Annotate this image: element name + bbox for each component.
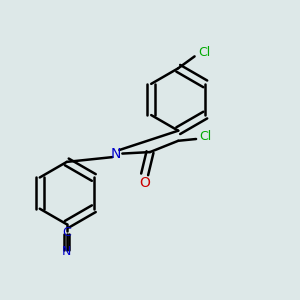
Text: Cl: Cl bbox=[199, 130, 211, 143]
Text: C: C bbox=[62, 226, 71, 239]
Text: N: N bbox=[62, 244, 71, 258]
Text: O: O bbox=[140, 176, 150, 190]
Text: N: N bbox=[111, 147, 121, 160]
Text: Cl: Cl bbox=[198, 46, 210, 59]
